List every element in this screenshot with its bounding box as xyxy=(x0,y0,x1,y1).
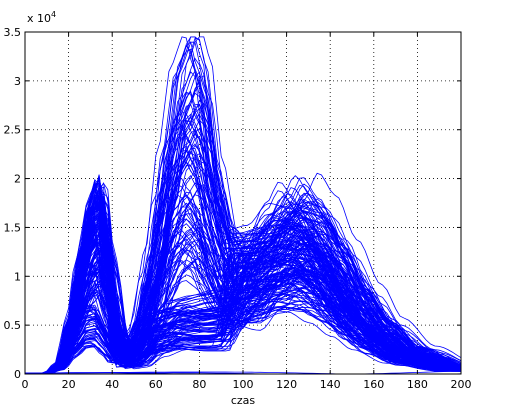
x-tick-label: 0 xyxy=(22,378,29,391)
series-line xyxy=(25,275,462,375)
series-line xyxy=(25,246,461,375)
series-line xyxy=(24,185,462,375)
x-tick-label: 60 xyxy=(149,378,163,391)
y-tick-label: 2.5 xyxy=(4,124,22,137)
series-line xyxy=(24,300,461,375)
series-line xyxy=(24,180,461,375)
x-tick-label: 180 xyxy=(407,378,428,391)
y-tick-label: 3 xyxy=(14,75,21,88)
series-line xyxy=(24,266,462,375)
y-tick-label: 0 xyxy=(14,368,21,381)
series-line xyxy=(24,272,461,375)
y-exponent-base: x 10 xyxy=(27,12,51,25)
series-line xyxy=(24,48,461,375)
y-exponent-label: x 104 xyxy=(27,10,56,25)
y-tick-label: 1 xyxy=(14,270,21,283)
series-line xyxy=(24,107,461,375)
series-line xyxy=(24,149,461,375)
x-tick-labels: 0 20 40 60 80 100 120 140 160 180 200 xyxy=(22,378,472,391)
series-line xyxy=(25,233,462,375)
x-tick-label: 140 xyxy=(320,378,341,391)
series-line xyxy=(24,36,461,375)
x-tick-label: 120 xyxy=(276,378,297,391)
y-exponent-power: 4 xyxy=(51,10,56,19)
series-line xyxy=(24,242,461,375)
x-tick-label: 80 xyxy=(192,378,206,391)
x-tick-label: 40 xyxy=(105,378,119,391)
x-tick-label: 20 xyxy=(62,378,76,391)
y-tick-label: 1.5 xyxy=(4,221,22,234)
axis-ticks xyxy=(24,31,462,375)
series-line xyxy=(24,203,462,375)
y-tick-label: 2 xyxy=(14,173,21,186)
series-line xyxy=(24,221,462,375)
series-lines xyxy=(24,36,462,375)
series-line xyxy=(25,252,462,375)
series-line xyxy=(24,218,461,375)
x-tick-label: 100 xyxy=(233,378,254,391)
series-line xyxy=(24,135,462,375)
series-line xyxy=(25,265,462,375)
x-axis-label: czas xyxy=(231,394,256,407)
x-tick-label: 160 xyxy=(363,378,384,391)
series-line xyxy=(24,190,461,375)
series-line xyxy=(24,238,462,375)
y-tick-labels: 0 0.5 1 1.5 2 2.5 3 3.5 xyxy=(4,26,22,381)
x-tick-label: 200 xyxy=(451,378,472,391)
y-tick-label: 0.5 xyxy=(4,319,22,332)
series-line xyxy=(25,103,462,375)
series-line xyxy=(25,270,462,375)
y-tick-label: 3.5 xyxy=(4,26,22,39)
series-line xyxy=(24,193,462,375)
